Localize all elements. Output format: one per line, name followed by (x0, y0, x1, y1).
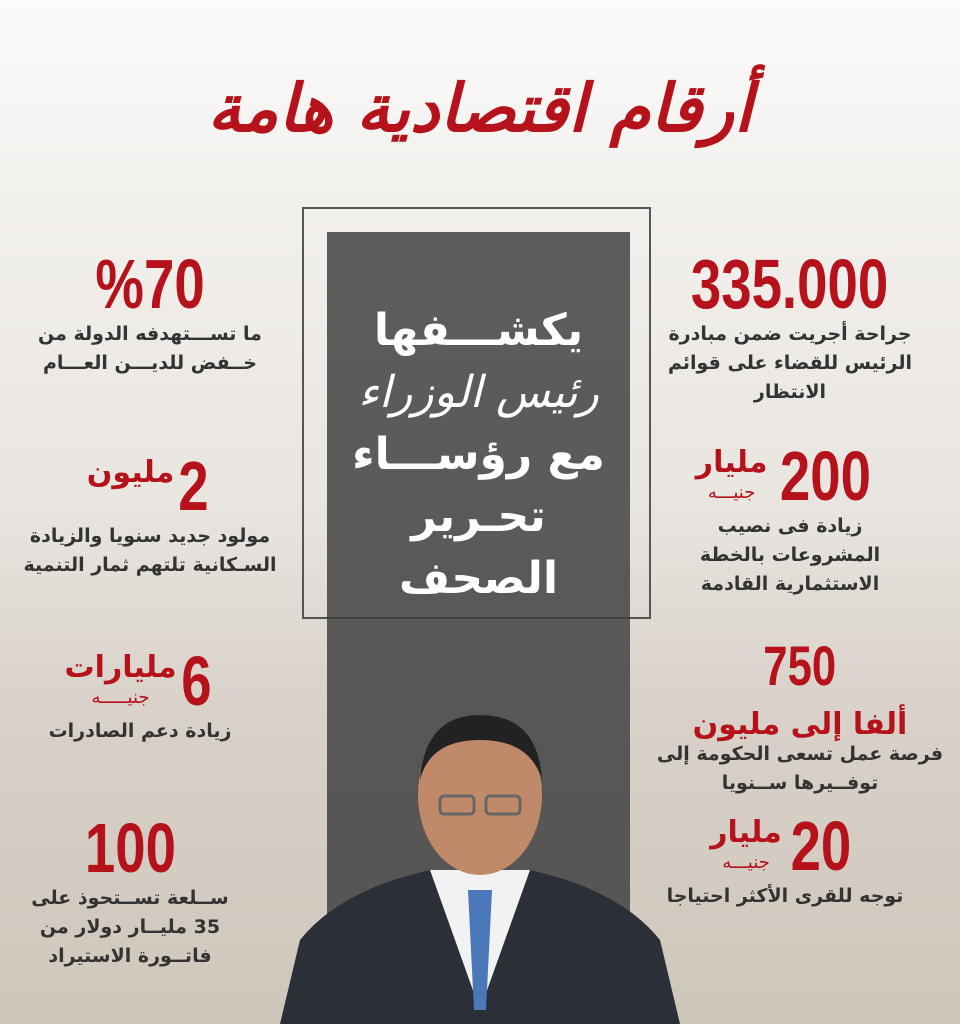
stat-number: 100 (84, 809, 176, 887)
stat-number: 20 (790, 807, 852, 885)
stat-description: زيادة فى نصيب المشروعات بالخطة الاستثمار… (699, 515, 881, 595)
stat-imports: 100 ســلعة تســتحوذ على 35 مليــار دولار… (15, 812, 245, 971)
stat-debt: %70 ما تســـتهدفه الدولة من خــفض للديــ… (25, 248, 275, 378)
center-headline: يكشـــفها رئيس الوزراء مع رؤســـاء تحـري… (327, 300, 630, 610)
prime-minister-photo (280, 715, 680, 1024)
stat-investment: 200مليار جنيـــه زيادة فى نصيب المشروعات … (670, 440, 910, 599)
stat-description: ما تســـتهدفه الدولة من خــفض للديـــن ا… (38, 323, 262, 374)
stat-surgeries: 335.000 جراحة أجريت ضمن مبادرة الرئيس لل… (660, 248, 920, 407)
stat-description: توجه للقرى الأكثر احتياجا (666, 885, 904, 907)
headline-line: تحـرير الصحف (398, 491, 559, 604)
stat-number: %70 (95, 245, 205, 323)
stat-number: 750 (763, 634, 837, 697)
headline-line: مع رؤســـاء (352, 429, 605, 480)
stat-description: ســلعة تســتحوذ على 35 مليــار دولار من … (31, 887, 229, 967)
stat-description: جراحة أجريت ضمن مبادرة الرئيس للقضاء على… (667, 323, 913, 403)
stat-jobs: 750 ألفا إلى مليون فرصة عمل تسعى الحكومة … (650, 630, 950, 798)
stat-number: 335.000 (691, 245, 889, 323)
stat-births: 2مليون مولود جديد سنويا والزيادة السـكان… (15, 450, 285, 580)
stat-description: فرصة عمل تسعى الحكومة إلى توفــيرها ســن… (656, 743, 944, 794)
page-title: أرقام اقتصادية هامة (207, 70, 753, 147)
stat-number: 6 (180, 642, 212, 720)
headline-line: يكشـــفها (373, 305, 584, 356)
stat-number: 200 (780, 437, 872, 515)
stat-villages: 20مليار جنيـــه توجه للقرى الأكثر احتياجا (660, 810, 910, 911)
stat-exports: 6مليارات جنيـــــه زيادة دعم الصادرات (30, 645, 250, 746)
stat-number: 2 (178, 447, 209, 525)
stat-unit: مليارات جنيـــــه (64, 650, 177, 709)
stat-description: مولود جديد سنويا والزيادة السـكانية تلته… (23, 525, 277, 576)
stat-unit: مليون (86, 455, 175, 490)
stat-unit: ألفا إلى مليون (692, 707, 908, 742)
stat-description: زيادة دعم الصادرات (48, 720, 232, 742)
headline-line: رئيس الوزراء (358, 367, 599, 418)
stat-unit: مليار جنيـــه (695, 445, 768, 504)
stat-unit: مليار جنيـــه (710, 815, 782, 874)
